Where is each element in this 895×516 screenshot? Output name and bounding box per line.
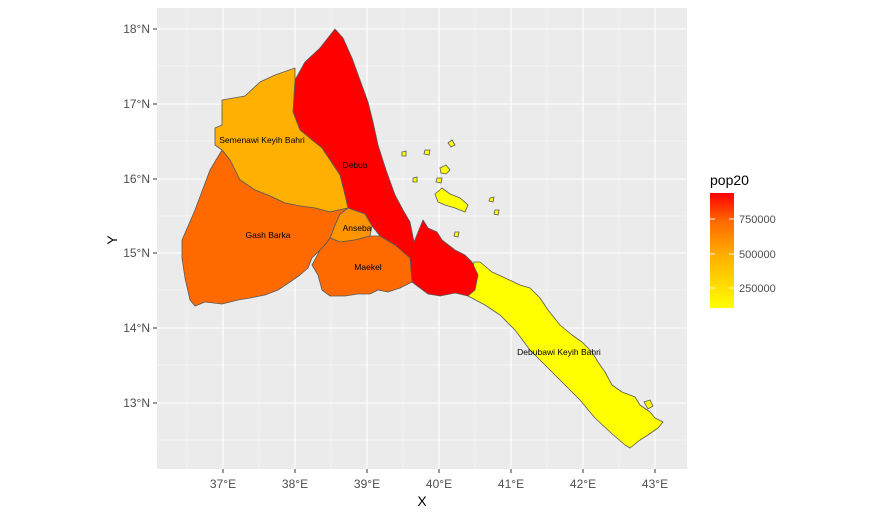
x-tick-41e: 41°E bbox=[498, 477, 524, 491]
island-small-9 bbox=[643, 399, 654, 410]
y-tick-13n: 13°N bbox=[123, 396, 150, 410]
legend: pop20 750000 500000 250000 bbox=[710, 172, 776, 308]
y-tick-16n: 16°N bbox=[123, 172, 150, 186]
region-labels: Semenawi Keyih Bahri Debub Anseba Gash B… bbox=[219, 135, 601, 357]
y-axis-title: Y bbox=[104, 235, 120, 245]
label-semenawi-keyih-bahri: Semenawi Keyih Bahri bbox=[219, 135, 305, 145]
x-tick-40e: 40°E bbox=[426, 477, 452, 491]
x-tick-38e: 38°E bbox=[282, 477, 308, 491]
legend-tick-500000: 500000 bbox=[739, 249, 776, 261]
y-axis: 13°N 14°N 15°N 16°N 17°N 18°N bbox=[123, 22, 157, 410]
region-maekel bbox=[311, 235, 413, 297]
label-gash-barka: Gash Barka bbox=[246, 230, 291, 240]
label-debubawi-keyih-bahri: Debubawi Keyih Bahri bbox=[517, 347, 601, 357]
x-axis: 37°E 38°E 39°E 40°E 41°E 42°E 43°E bbox=[210, 469, 668, 491]
islands-layer bbox=[401, 139, 654, 410]
region-debubawi-keyih-bahri bbox=[467, 261, 664, 449]
x-tick-37e: 37°E bbox=[210, 477, 236, 491]
island-small-8 bbox=[453, 231, 460, 238]
regions-layer bbox=[181, 28, 664, 449]
label-maekel: Maekel bbox=[354, 262, 382, 272]
island-small-5 bbox=[401, 150, 407, 157]
y-tick-17n: 17°N bbox=[123, 97, 150, 111]
island-dahlak-kebir bbox=[434, 187, 469, 213]
y-tick-15n: 15°N bbox=[123, 246, 150, 260]
legend-tick-750000: 750000 bbox=[739, 214, 776, 226]
island-small-10 bbox=[412, 176, 418, 183]
x-tick-43e: 43°E bbox=[642, 477, 668, 491]
island-small-1 bbox=[439, 164, 451, 175]
island-small-7 bbox=[493, 209, 500, 216]
label-anseba: Anseba bbox=[343, 223, 372, 233]
y-tick-18n: 18°N bbox=[123, 22, 150, 36]
x-axis-title: X bbox=[417, 493, 427, 509]
y-tick-14n: 14°N bbox=[123, 321, 150, 335]
x-tick-39e: 39°E bbox=[354, 477, 380, 491]
island-small-6 bbox=[488, 196, 495, 203]
legend-title: pop20 bbox=[710, 172, 749, 188]
legend-colorbar bbox=[710, 193, 734, 308]
label-debub: Debub bbox=[342, 160, 367, 170]
x-tick-42e: 42°E bbox=[570, 477, 596, 491]
island-small-4 bbox=[423, 149, 431, 156]
island-small-2 bbox=[447, 139, 456, 148]
legend-tick-250000: 250000 bbox=[739, 283, 776, 295]
island-small-3 bbox=[435, 177, 443, 184]
